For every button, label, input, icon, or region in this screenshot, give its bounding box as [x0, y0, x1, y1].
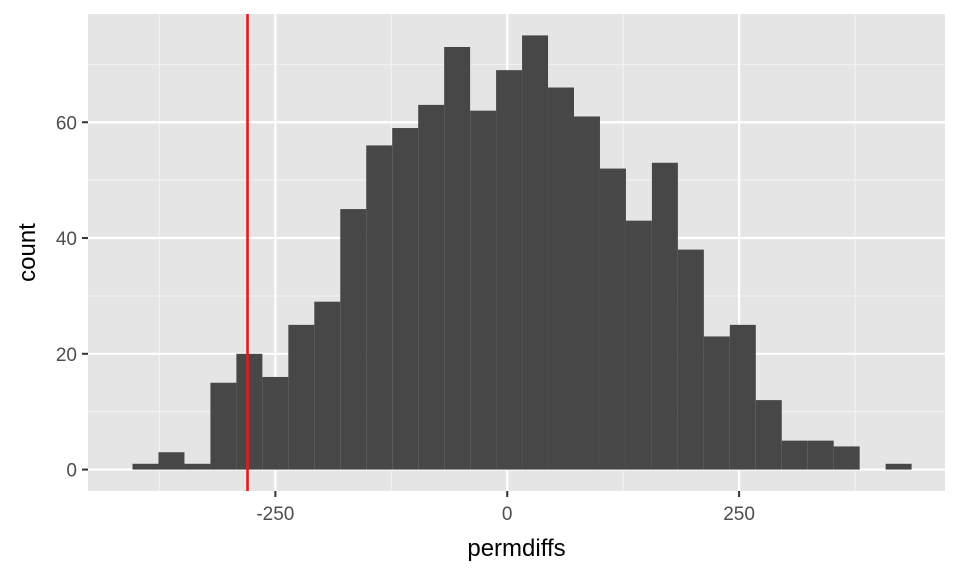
histogram-bar: [574, 116, 600, 470]
histogram-bar: [158, 452, 185, 470]
y-tick-label: 40: [56, 229, 77, 250]
histogram-bar: [262, 376, 289, 470]
y-axis-title: count: [14, 223, 41, 282]
histogram-bar: [703, 336, 730, 470]
histogram-bar: [625, 220, 652, 470]
histogram-bar: [755, 400, 782, 470]
histogram-bar: [729, 324, 756, 470]
histogram-bar: [132, 463, 159, 470]
histogram-bar: [522, 35, 549, 470]
histogram-bar: [807, 440, 834, 470]
y-tick-label: 0: [66, 461, 77, 482]
histogram-bar: [314, 301, 341, 470]
y-tick-label: 60: [56, 113, 77, 134]
x-axis-title: permdiffs: [467, 535, 565, 562]
histogram-bar: [885, 463, 912, 470]
histogram-bar: [833, 446, 860, 470]
x-axis: -250 0 250: [256, 491, 755, 525]
histogram-bar: [418, 104, 445, 470]
histogram-bar: [599, 168, 626, 470]
histogram-bar: [651, 162, 678, 470]
histogram-bar: [548, 87, 575, 470]
histogram-bar: [366, 145, 393, 470]
histogram-bar: [444, 46, 471, 470]
histogram-bars: [132, 35, 912, 470]
x-tick-label: 250: [723, 504, 755, 525]
x-tick-label: -250: [256, 504, 294, 525]
x-tick-label: 0: [502, 504, 513, 525]
histogram-bar: [340, 209, 367, 470]
histogram-bar: [288, 324, 315, 470]
histogram-bar: [496, 70, 523, 470]
y-tick-label: 20: [56, 345, 77, 366]
histogram-bar: [677, 249, 704, 470]
histogram-bar: [210, 382, 237, 470]
histogram-bar: [184, 463, 211, 470]
histogram-bar: [236, 353, 263, 470]
histogram-bar: [392, 128, 419, 470]
y-axis: 0 20 40 60: [56, 113, 88, 482]
histogram-bar: [470, 110, 497, 470]
histogram-bar: [781, 440, 808, 470]
